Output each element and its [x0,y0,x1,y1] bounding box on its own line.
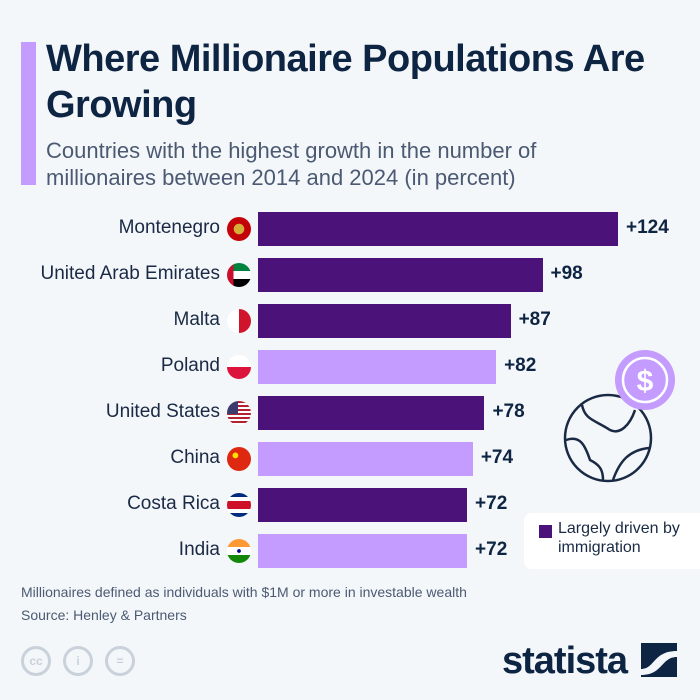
value-label: +74 [480,447,514,468]
value-label: +82 [504,355,537,376]
svg-text:$: $ [637,365,654,398]
value-label: +78 [492,401,525,422]
bar [258,534,468,568]
category-label: United States [105,401,220,422]
flag-icon [227,217,251,241]
category-label: Montenegro [118,217,220,238]
category-label: China [170,447,220,468]
value-label: +124 [626,217,669,238]
definition-note: Millionaires defined as individuals with… [21,584,467,600]
value-label: +72 [475,493,508,514]
nd-icon[interactable]: = [105,646,135,676]
flag-icon [227,447,251,471]
flag-icon [227,539,251,563]
bar [258,258,543,292]
flag-icon [227,401,251,425]
category-label: Poland [160,355,220,376]
logo-text: statista [502,640,628,682]
source-note: Source: Henley & Partners [21,607,187,623]
category-label: India [178,539,220,560]
bar [258,212,618,246]
by-icon[interactable]: i [63,646,93,676]
flag-icon [227,493,251,517]
category-label: Costa Rica [127,493,220,514]
bar [258,488,468,522]
flag-icon [227,355,251,379]
globe-dollar-icon: $ [563,350,675,483]
category-label: United Arab Emirates [40,263,220,284]
bar [258,396,485,430]
value-label: +72 [475,539,508,560]
flag-icon [227,309,251,333]
category-label: Malta [173,309,220,330]
flag-icon [227,263,251,287]
legend-label: Largely driven by immigration [558,520,680,556]
value-label: +98 [550,263,583,284]
accent-bar [21,42,36,185]
statista-mark-icon [640,643,677,677]
bar [258,350,497,384]
cc-icon[interactable]: cc [21,646,51,676]
value-label: +87 [518,309,551,330]
chart-title: Where Millionaire Populations Are Growin… [46,38,645,126]
legend: Largely driven by immigration [524,513,700,569]
legend-swatch [539,525,552,538]
bar [258,442,473,476]
chart-subtitle: Countries with the highest growth in the… [46,138,537,190]
bar [258,304,511,338]
statista-logo[interactable]: statista [502,640,677,683]
